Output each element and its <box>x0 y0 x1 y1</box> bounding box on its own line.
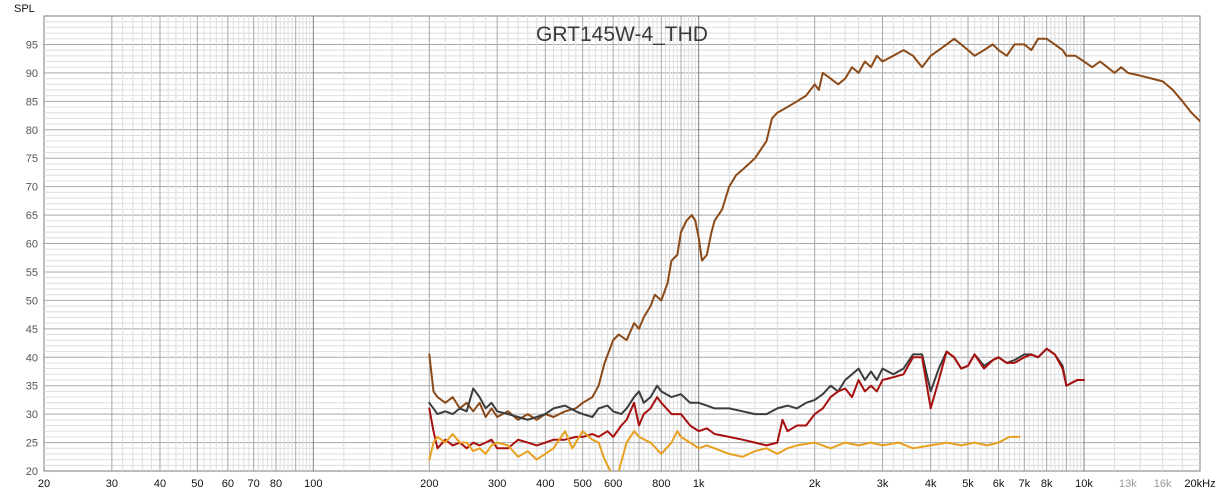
x-tick-label: 13k <box>1119 478 1137 490</box>
y-tick-label: 45 <box>26 324 38 336</box>
x-tick-label: 500 <box>573 478 591 490</box>
x-tick-label: 50 <box>191 478 203 490</box>
y-tick-label: 65 <box>26 210 38 222</box>
x-tick-label: 3k <box>877 478 889 490</box>
y-tick-label: 70 <box>26 182 38 194</box>
x-tick-label: 100 <box>304 478 322 490</box>
x-tick-label: 4k <box>925 478 937 490</box>
x-tick-label: 7k <box>1019 478 1031 490</box>
x-tick-label: 300 <box>488 478 506 490</box>
x-tick-label: 200 <box>420 478 438 490</box>
x-tick-label: 800 <box>652 478 670 490</box>
x-tick-label: 16k <box>1154 478 1172 490</box>
x-tick-label: 80 <box>270 478 282 490</box>
chart-title: GRT145W-4_THD <box>536 23 708 46</box>
series-line-1 <box>428 37 1200 421</box>
x-tick-label: 8k <box>1041 478 1053 490</box>
x-tick-label: 1k <box>693 478 705 490</box>
series-line-4 <box>428 430 1021 471</box>
grid <box>44 16 1200 471</box>
x-tick-label: 20 <box>38 478 50 490</box>
series-line-3 <box>428 347 1085 450</box>
y-tick-label: 40 <box>26 352 38 364</box>
x-tick-label: 60 <box>222 478 234 490</box>
y-tick-label: 85 <box>26 96 38 108</box>
y-tick-label: 20 <box>26 466 38 478</box>
x-tick-label: 30 <box>106 478 118 490</box>
x-tick-label: 70 <box>248 478 260 490</box>
y-tick-label: 55 <box>26 267 38 279</box>
x-tick-label: 2k <box>809 478 821 490</box>
y-tick-label: 30 <box>26 409 38 421</box>
x-tick-label: 400 <box>536 478 554 490</box>
y-axis-ticks: 20 25 30 35 40 45 50 55 60 65 70 75 80 85 90 95 <box>26 39 38 478</box>
y-tick-label: 90 <box>26 68 38 80</box>
y-tick-label: 25 <box>26 438 38 450</box>
x-tick-label: 6k <box>993 478 1005 490</box>
x-tick-label: 5k <box>962 478 974 490</box>
y-tick-label: 75 <box>26 153 38 165</box>
x-axis-ticks: 20 30 40 50 60 70 80 100 200 300 400 500 600 800 1k 2k 3… <box>38 478 1216 490</box>
x-tick-label: 600 <box>604 478 622 490</box>
y-tick-label: 50 <box>26 295 38 307</box>
data-series <box>428 37 1200 471</box>
x-tick-label: 20kHz <box>1184 478 1215 490</box>
y-axis-label: SPL <box>14 3 35 15</box>
y-tick-label: 35 <box>26 381 38 393</box>
x-tick-label: 40 <box>154 478 166 490</box>
series-line-2 <box>428 347 1085 421</box>
y-tick-label: 60 <box>26 239 38 251</box>
y-tick-label: 95 <box>26 39 38 51</box>
y-tick-label: 80 <box>26 125 38 137</box>
x-tick-label: 10k <box>1075 478 1093 490</box>
